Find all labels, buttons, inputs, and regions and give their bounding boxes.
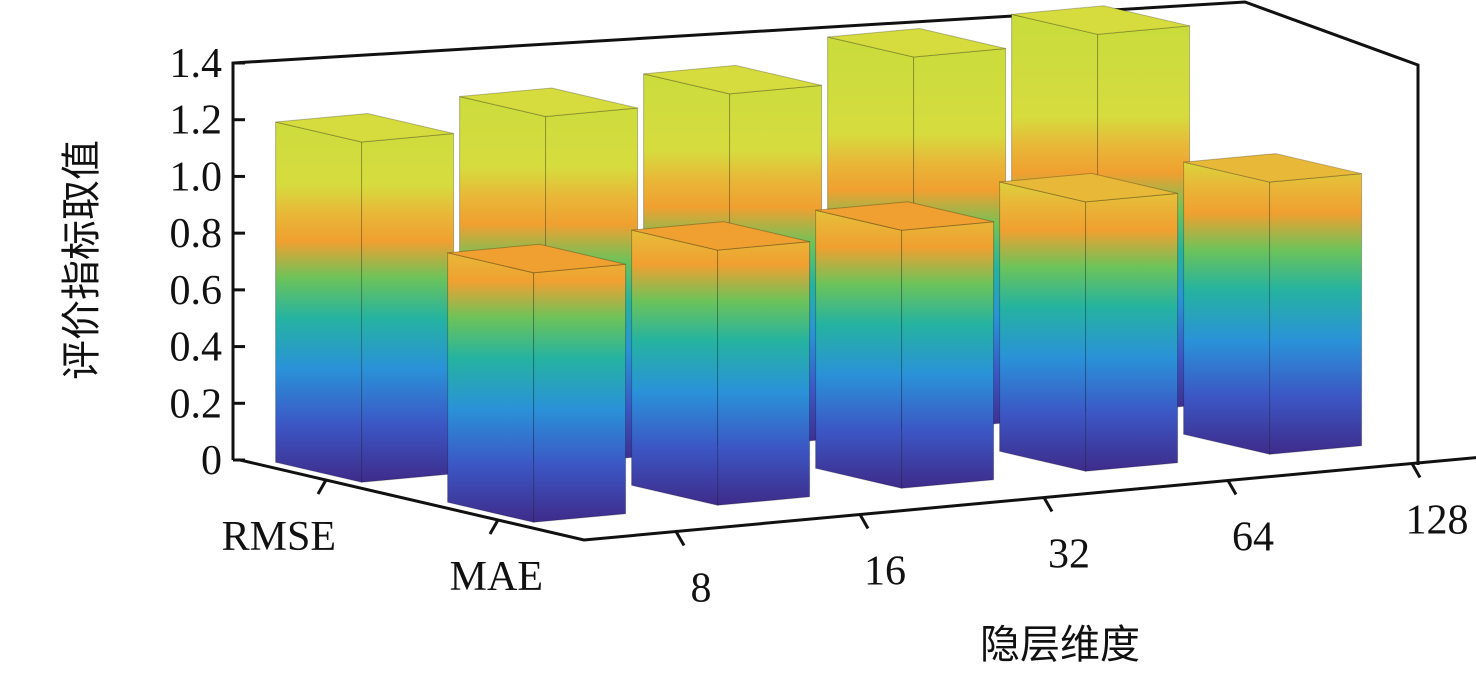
bar-front	[717, 241, 811, 506]
bar-side	[631, 229, 719, 506]
x-tick	[1226, 479, 1238, 496]
bar-top	[1183, 153, 1362, 183]
x-tick	[858, 513, 870, 530]
y-tick-label: 0.2	[170, 381, 223, 427]
y-tick-label: 0.8	[170, 211, 223, 257]
x-axis-label: 隐层维度	[980, 622, 1140, 668]
bar-top	[631, 221, 810, 251]
bar-front	[1269, 173, 1363, 455]
bar-top	[1011, 5, 1190, 35]
bar-top	[827, 27, 1006, 58]
x-tick-label: 16	[864, 549, 906, 595]
bar-top	[447, 243, 626, 274]
series-label: RMSE	[222, 514, 336, 560]
bar-side	[275, 121, 363, 483]
bar-side	[999, 181, 1087, 472]
floor-edge	[239, 456, 1476, 542]
y-axis-label: 评价指标取值	[59, 140, 105, 380]
bar-front	[1085, 192, 1179, 472]
axes-box	[231, 0, 1420, 465]
bar-front	[533, 263, 627, 523]
y-tick-label: 0.4	[170, 325, 223, 371]
bar	[815, 201, 995, 489]
x-tick	[1410, 462, 1422, 479]
x-tick-label: 8	[691, 566, 712, 612]
bar-top	[999, 172, 1178, 203]
x-tick-label: 128	[1406, 498, 1469, 544]
depth-tick	[316, 479, 328, 495]
bar	[275, 113, 455, 483]
bar-top	[459, 87, 638, 118]
x-tick-label: 64	[1232, 515, 1274, 561]
series-label: MAE	[450, 554, 543, 600]
bar	[999, 172, 1179, 472]
bar-top	[643, 64, 822, 95]
back-frame	[231, 0, 1420, 465]
bar-top	[815, 201, 994, 231]
bar-side	[1183, 161, 1271, 455]
y-tick-label: 0.6	[170, 268, 223, 314]
bar-side	[815, 209, 903, 489]
x-tick	[1042, 496, 1054, 513]
bars	[275, 5, 1363, 523]
depth-tick	[488, 519, 500, 535]
y-tick-label: 1.0	[170, 154, 223, 200]
bar-top	[275, 113, 454, 143]
y-tick-label: 0	[201, 438, 222, 484]
bar-front	[901, 221, 995, 489]
bar	[631, 221, 811, 506]
y-tick-label: 1.2	[170, 98, 223, 144]
x-tick	[674, 530, 686, 547]
y-tick-label: 1.4	[170, 41, 223, 87]
bar-front	[361, 132, 455, 483]
bar	[1183, 153, 1363, 455]
bar-side	[447, 252, 535, 523]
x-tick-label: 32	[1048, 532, 1090, 578]
bar	[447, 243, 627, 523]
